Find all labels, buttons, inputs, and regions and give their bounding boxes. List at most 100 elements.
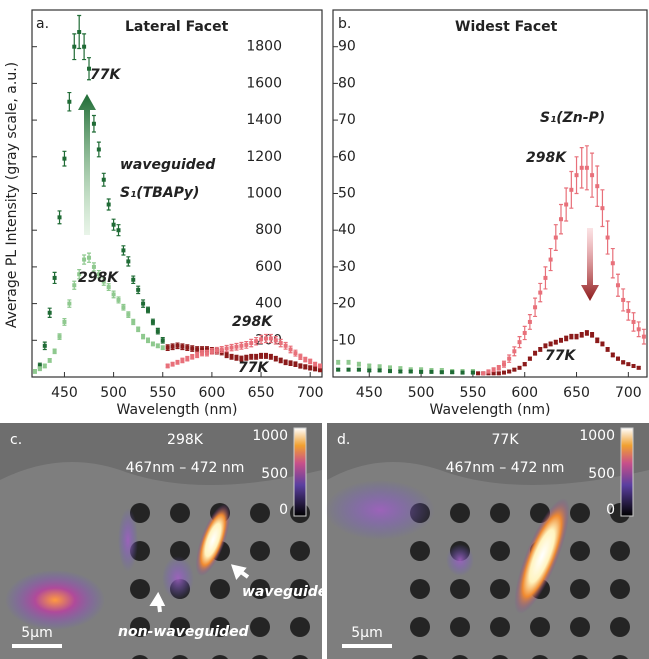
y-tick-label: 90	[338, 39, 356, 55]
data-point	[268, 354, 273, 359]
data-point	[579, 165, 584, 170]
annotation: non-waveguided	[118, 624, 250, 640]
data-point	[214, 348, 219, 353]
y-tick-label: 30	[338, 259, 356, 275]
data-point	[190, 354, 195, 359]
data-point	[486, 369, 491, 374]
data-point	[543, 343, 548, 348]
annotation: waveguided	[242, 584, 338, 600]
annotation: S₁(TBAPy)	[120, 185, 199, 201]
series-label: 77K	[90, 67, 121, 83]
data-point	[308, 359, 313, 364]
data-point	[204, 347, 209, 352]
data-point	[533, 305, 538, 310]
data-point	[126, 259, 131, 264]
data-point	[584, 165, 589, 170]
data-point	[254, 339, 259, 344]
x-tick-label: 500	[100, 385, 127, 401]
temperature: 77K	[492, 432, 520, 448]
data-point	[336, 360, 341, 365]
data-point	[96, 147, 101, 152]
data-point	[82, 44, 87, 49]
y-tick-label: 1600	[246, 75, 282, 91]
data-point	[263, 353, 268, 358]
panel-d: d. 77K 467nm – 472 nm 1000 500 0 5μm	[325, 423, 649, 659]
y-tick-label: 800	[255, 222, 282, 238]
data-point	[517, 365, 522, 370]
annotation: waveguided	[120, 157, 216, 173]
data-point	[244, 355, 249, 360]
data-point	[533, 351, 538, 356]
series-label: 298K	[78, 270, 119, 286]
data-point	[605, 347, 610, 352]
data-point	[116, 228, 121, 233]
x-tick-label: 450	[356, 385, 383, 401]
data-point	[165, 363, 170, 368]
data-point	[234, 344, 239, 349]
colorbar-tick: 1000	[252, 428, 288, 444]
y-tick-label: 20	[338, 296, 356, 312]
data-point	[595, 184, 600, 189]
data-point	[82, 257, 87, 262]
data-point	[91, 264, 96, 269]
data-point	[185, 356, 190, 361]
data-point	[52, 349, 57, 354]
data-point	[72, 44, 77, 49]
data-point	[298, 354, 303, 359]
y-tick-label: 1000	[246, 186, 282, 202]
data-point	[590, 173, 595, 178]
data-point	[273, 338, 278, 343]
x-tick-label: 650	[248, 385, 275, 401]
data-point	[512, 349, 517, 354]
data-point	[367, 363, 372, 368]
data-point	[111, 222, 116, 227]
data-point	[131, 277, 136, 282]
data-point	[155, 343, 160, 348]
data-point	[429, 369, 434, 374]
data-point	[155, 329, 160, 334]
panel-label: d.	[337, 432, 350, 448]
data-point	[106, 285, 111, 290]
data-point	[101, 279, 106, 284]
data-point	[579, 332, 584, 337]
data-point	[538, 347, 543, 352]
data-point	[439, 370, 444, 375]
data-point	[224, 352, 229, 357]
data-point	[259, 337, 264, 342]
data-point	[501, 362, 506, 367]
data-point	[249, 341, 254, 346]
data-point	[408, 369, 413, 374]
data-point	[32, 369, 37, 374]
colorbar-tick: 500	[588, 466, 615, 482]
data-point	[501, 370, 506, 375]
y-tick-label: 10	[338, 332, 356, 348]
data-point	[548, 257, 553, 262]
arrow	[581, 228, 599, 301]
data-point	[318, 363, 323, 368]
data-point	[185, 345, 190, 350]
data-point	[180, 344, 185, 349]
y-tick-label: 80	[338, 75, 356, 91]
panel-label: b.	[338, 16, 351, 32]
data-point	[175, 360, 180, 365]
data-point	[336, 367, 341, 372]
data-point	[517, 340, 522, 345]
y-tick-label: 1200	[246, 149, 282, 165]
panel-c: c. 298K 467nm – 472 nm 1000 500 0 wavegu…	[0, 423, 338, 659]
data-point	[564, 336, 569, 341]
data-point	[170, 344, 175, 349]
data-point	[195, 347, 200, 352]
data-point	[491, 371, 496, 376]
data-point	[175, 343, 180, 348]
data-point	[346, 367, 351, 372]
data-point	[57, 334, 62, 339]
y-axis-label: Average PL Intensity (gray scale, a.u.)	[4, 62, 20, 328]
data-point	[356, 362, 361, 367]
data-point	[146, 308, 150, 313]
data-point	[150, 319, 155, 324]
annotation: S₁(Zn-P)	[540, 110, 605, 126]
data-point	[558, 217, 563, 222]
data-point	[62, 156, 67, 161]
y-tick-label: 70	[338, 112, 356, 128]
data-point	[72, 283, 77, 288]
